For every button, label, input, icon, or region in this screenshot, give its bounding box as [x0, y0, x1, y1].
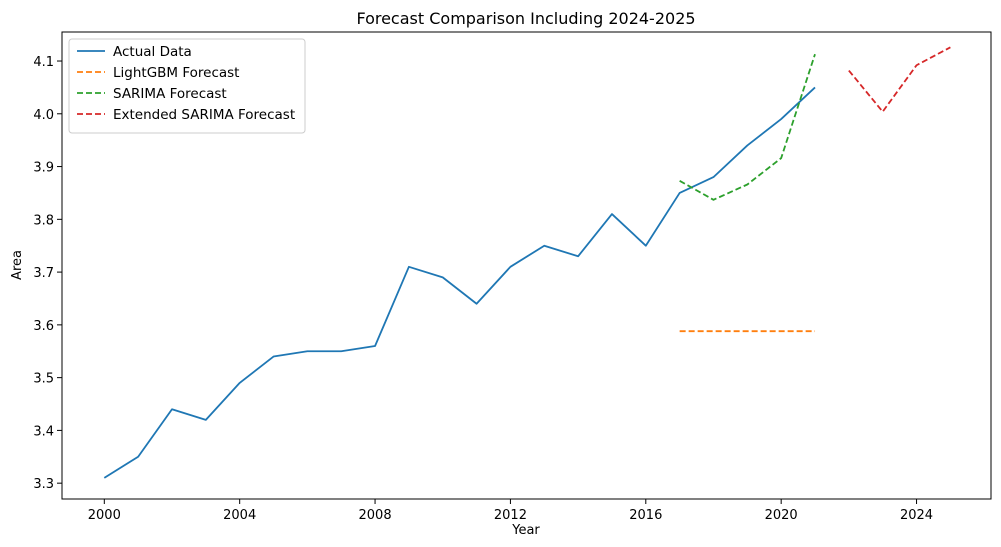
x-tick-label: 2000	[88, 508, 121, 523]
legend-label: Actual Data	[113, 44, 192, 60]
legend-label: Extended SARIMA Forecast	[113, 107, 295, 123]
x-tick-label: 2008	[359, 508, 392, 523]
x-tick-label: 2024	[900, 508, 933, 523]
legend: Actual Data LightGBM Forecast SARIMA Forec…	[68, 38, 306, 134]
y-tick-label: 3.9	[33, 161, 54, 176]
extended-sarima-forecast-line	[848, 46, 951, 113]
x-tick-label: 2020	[765, 508, 798, 523]
x-tick-label: 2016	[629, 508, 662, 523]
y-tick-label: 3.4	[33, 424, 54, 439]
y-tick-label: 3.8	[33, 213, 54, 228]
x-tick-label: 2004	[223, 508, 256, 523]
y-axis-ticks: 3.3 3.4 3.5 3.6 3.7 3.8 3.9 4.0 4.1	[33, 55, 62, 492]
y-tick-label: 3.3	[33, 477, 54, 492]
x-axis-ticks: 2000 2004 2008 2012 2016 2020 2024	[88, 499, 933, 523]
legend-label: LightGBM Forecast	[113, 65, 239, 81]
y-tick-label: 4.0	[33, 108, 54, 123]
y-tick-label: 3.5	[33, 372, 54, 387]
y-tick-label: 3.6	[33, 319, 54, 334]
y-tick-label: 4.1	[33, 55, 54, 70]
plot-frame	[61, 31, 992, 500]
y-axis-label: Area	[10, 250, 25, 280]
x-axis-label: Year	[511, 523, 540, 538]
sarima-forecast-line	[679, 53, 816, 201]
y-tick-label: 3.7	[33, 266, 54, 281]
legend-box	[68, 38, 306, 134]
actual-data-line	[103, 86, 816, 479]
chart-title: Forecast Comparison Including 2024-2025	[356, 9, 695, 28]
plot-lines	[103, 46, 951, 479]
x-tick-label: 2012	[494, 508, 527, 523]
legend-label: SARIMA Forecast	[113, 86, 227, 102]
